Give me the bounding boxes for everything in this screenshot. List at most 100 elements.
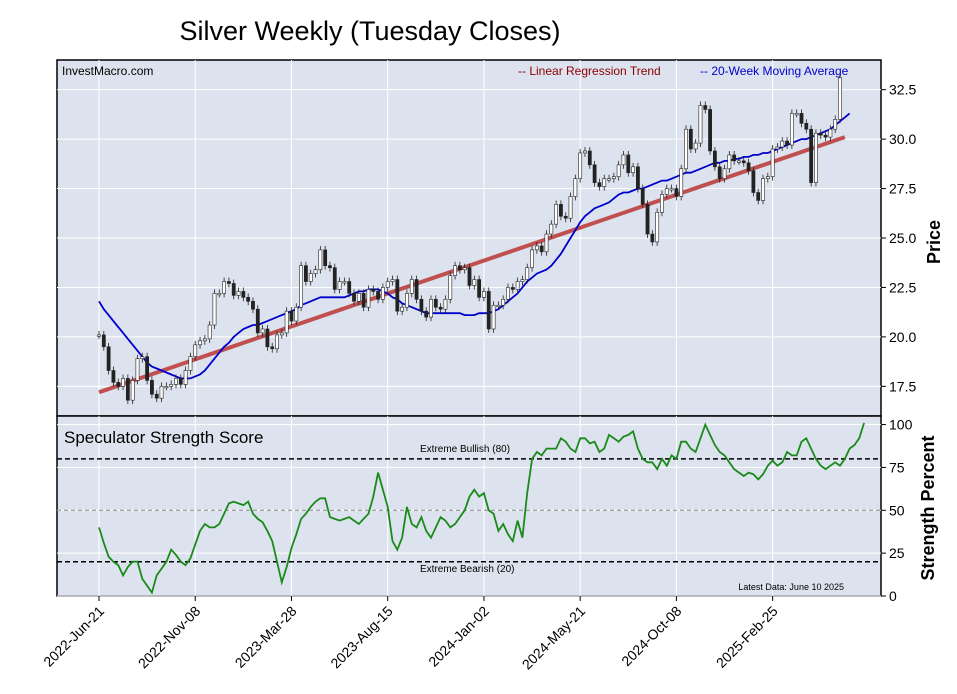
candle-body <box>352 293 356 302</box>
candle-body <box>159 386 164 399</box>
candle-body <box>164 386 169 389</box>
candle-body <box>97 334 101 337</box>
candle-body <box>664 188 669 195</box>
candle-body <box>222 281 227 294</box>
x-tick-label: 2024-May-21 <box>519 603 589 673</box>
candle-body <box>684 128 688 170</box>
candle-body <box>717 166 722 179</box>
strength-ytick-label: 100 <box>889 417 913 433</box>
candle-body <box>101 334 106 348</box>
candle-body <box>693 142 698 150</box>
price-ytick-label: 30.0 <box>889 131 916 147</box>
price-ytick-label: 27.5 <box>889 181 916 197</box>
legend-moving-average-label: -- 20-Week Moving Average <box>700 64 849 78</box>
candle-body <box>294 306 299 322</box>
candle-body <box>751 170 756 193</box>
candle-body <box>472 279 477 286</box>
x-tick-label: 2025-Feb-25 <box>713 603 781 671</box>
candle-body <box>231 283 236 296</box>
candle-body <box>356 293 361 302</box>
candle-body <box>650 233 655 243</box>
candle-body <box>284 310 289 334</box>
candle-body <box>202 338 207 342</box>
candle-body <box>395 279 400 312</box>
candle-body <box>712 150 717 168</box>
x-tick-label: 2023-Mar-28 <box>232 603 300 671</box>
candle-body <box>183 370 188 385</box>
candle-body <box>587 150 592 166</box>
candle-body <box>150 380 154 395</box>
candle-body <box>241 291 246 298</box>
candle-body <box>400 306 405 312</box>
extreme-bearish-label: Extreme Bearish (20) <box>420 564 514 575</box>
x-tick-label: 2024-Oct-08 <box>618 603 684 669</box>
regression-trend-line <box>98 135 846 395</box>
price-ytick-label: 22.5 <box>889 279 916 295</box>
latest-data-footnote: Latest Data: June 10 2025 <box>738 582 844 592</box>
candle-body <box>583 150 587 154</box>
moving-average-line <box>98 112 851 380</box>
candle-body <box>308 273 313 282</box>
candle-body <box>520 279 525 282</box>
candle-body <box>765 176 770 179</box>
candle-body <box>328 265 332 268</box>
candle-body <box>409 279 414 294</box>
candle-body <box>414 279 419 300</box>
candle-body <box>818 132 823 136</box>
candle-body <box>419 299 424 312</box>
candle-body <box>597 182 602 187</box>
candle-body <box>433 299 438 308</box>
candle-body <box>568 196 573 219</box>
candle-body <box>366 289 371 308</box>
candle-body <box>304 265 308 282</box>
candle-body <box>486 291 491 330</box>
strength-panel-title: Speculator Strength Score <box>64 428 263 447</box>
candle-body <box>405 293 409 308</box>
price-ytick-label: 32.5 <box>889 82 916 98</box>
candle-body <box>602 178 607 187</box>
candle-body <box>116 382 121 387</box>
candle-body <box>828 128 833 138</box>
candle-body <box>549 223 554 235</box>
candle-body <box>130 380 135 401</box>
candle-body <box>390 279 395 282</box>
candle-body <box>510 287 515 290</box>
candle-body <box>732 154 737 162</box>
candle-body <box>342 281 347 284</box>
candle-body <box>554 204 559 225</box>
candle-body <box>525 267 530 280</box>
candle-body <box>482 291 486 298</box>
candle-body <box>347 281 352 294</box>
candle-body <box>655 211 660 243</box>
candle-body <box>313 269 318 274</box>
price-ytick-label: 25.0 <box>889 230 916 246</box>
candle-body <box>111 370 116 383</box>
candle-body <box>616 164 621 177</box>
candle-body <box>376 291 380 300</box>
candle-body <box>688 128 693 150</box>
candle-body <box>506 287 510 300</box>
strength-score-line <box>98 422 865 595</box>
strength-ytick-label: 25 <box>889 545 905 561</box>
candle-body <box>592 164 597 183</box>
candle-body <box>438 306 443 310</box>
strength-ytick-label: 50 <box>889 502 905 518</box>
candle-body <box>121 378 125 387</box>
candle-body <box>169 384 174 387</box>
candle-body <box>611 176 616 179</box>
candle-body <box>270 346 275 350</box>
candle-body <box>207 324 212 340</box>
candle-body <box>515 281 520 290</box>
candle-body <box>823 134 828 138</box>
candle-body <box>669 188 674 191</box>
candle-body <box>645 204 650 235</box>
candle-body <box>255 308 260 334</box>
candle-body <box>573 178 578 197</box>
candle-body <box>530 249 534 268</box>
candle-body <box>809 128 814 183</box>
candle-body <box>448 275 453 300</box>
candle-body <box>174 378 178 385</box>
candle-body <box>703 105 708 110</box>
candle-body <box>106 346 111 371</box>
